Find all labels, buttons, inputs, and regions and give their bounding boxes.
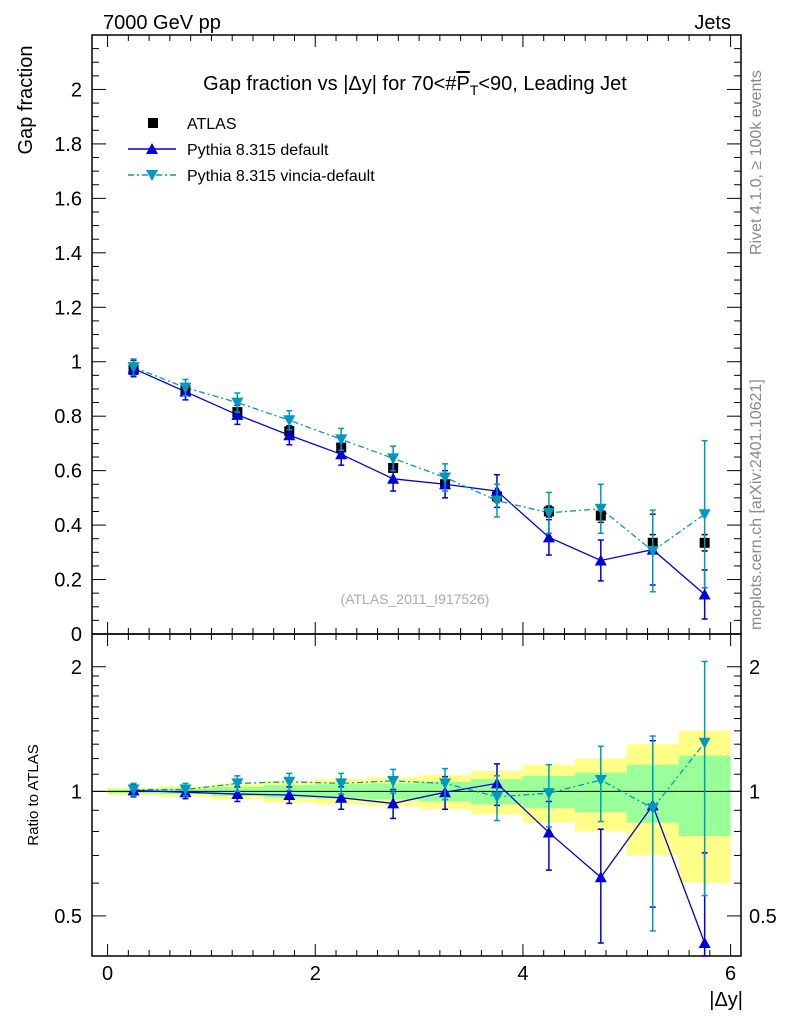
main-point-pythia-vincia [231,397,244,409]
ratio-point-pythia-default [335,791,348,803]
legend-entry-atlas: ATLAS [148,116,237,133]
main-point-pythia-vincia [594,503,607,515]
ratio-point-pythia-vincia [335,778,348,790]
ratio-point-pythia-default [542,826,555,838]
ratio-series [127,660,711,957]
ratio-point-pythia-vincia [231,778,244,790]
ratio-plot-panel: 0 2 4 6 0.5 0.5 1 1 2 2 Ratio to ATLAS |Δy| [25,633,777,1011]
ratio-y-axis-label: Ratio to ATLAS [25,744,42,845]
chart-title: Gap fraction vs |Δy| for 70<#PT<90, Lead… [203,73,627,98]
main-point-pythia-default [335,448,348,460]
chart-title-suffix: <90, Leading Jet [478,73,627,95]
main-y-tick-label: 0 [71,624,82,646]
legend: ATLAS Pythia 8.315 default Pythia 8.315 … [128,116,375,185]
main-point-pythia-default [698,588,711,600]
legend-marker-pythia-default [146,143,158,154]
legend-label-atlas: ATLAS [187,116,237,133]
ratio-point-pythia-vincia [387,775,400,787]
ratio-point-pythia-default [698,937,711,949]
ratio-y-tick-label-right: 0.5 [749,906,777,928]
chart-title-prefix: Gap fraction vs |Δy| for 70<# [203,73,457,95]
main-line-1 [133,367,706,596]
legend-marker-pythia-vincia [146,170,158,181]
ratio-point-pythia-vincia [646,803,659,815]
main-plot-panel: 0 0.2 0.4 0.6 0.8 1 1.2 1.4 1.6 1.8 2 Gap fraction… [15,34,742,646]
main-point-pythia-vincia [127,362,140,374]
main-point-pythia-default [231,408,244,420]
ratio-line-1 [133,742,706,810]
main-point-pythia-vincia [490,495,503,507]
x-axis-label: |Δy| [709,989,743,1011]
main-y-tick-label: 1.2 [54,297,82,319]
ratio-point-pythia-vincia [490,791,503,803]
main-point-pythia-vincia [179,382,192,394]
header-energy-label: 7000 GeV pp [103,12,221,34]
legend-label-pythia-default: Pythia 8.315 default [187,142,329,159]
main-y-tick-label: 1.8 [54,134,82,156]
main-y-axis-label: Gap fraction [15,46,37,155]
rivet-version-label: Rivet 4.1.0, ≥ 100k events [748,70,765,255]
ratio-line-0 [133,782,706,944]
legend-marker-atlas [148,118,158,128]
ratio-frame [91,633,742,957]
ratio-point-pythia-default [231,788,244,800]
legend-entry-pythia-default: Pythia 8.315 default [128,142,329,159]
ratio-point-pythia-vincia [594,775,607,787]
ratio-point-pythia-vincia [127,784,140,796]
ratio-point-pythia-vincia [542,788,555,800]
ratio-y-tick-label-right: 2 [749,657,760,679]
header-category-label: Jets [694,12,731,34]
x-tick-label: 6 [725,963,736,985]
ratio-y-tick-label-right: 1 [749,781,760,803]
ratio-point-pythia-vincia [439,778,452,790]
main-point-pythia-default [594,554,607,566]
main-point-pythia-vincia [387,453,400,465]
main-line-2 [133,366,706,552]
main-point-pythia-vincia [335,434,348,446]
main-y-tick-label: 0.6 [54,461,82,483]
main-y-tick-label: 0.2 [54,570,82,592]
main-y-tick-label: 2 [71,79,82,101]
main-point-pythia-vincia [439,472,452,484]
main-point-pythia-default [283,429,296,441]
ratio-point-pythia-default [594,871,607,883]
x-tick-label: 4 [517,963,528,985]
main-point-pythia-vincia [646,545,659,557]
ratio-y-tick-label-left: 1 [71,781,82,803]
legend-label-pythia-vincia: Pythia 8.315 vincia-default [187,168,375,185]
mcplots-reference-label: mcplots.cern.ch [arXiv:2401.10621] [748,379,765,630]
main-y-tick-label: 1 [71,352,82,374]
ratio-point-pythia-vincia [698,737,711,749]
main-point-pythia-default [542,531,555,543]
main-point-pythia-vincia [698,509,711,521]
main-point-pythia-vincia [542,507,555,519]
ratio-y-tick-label-left: 2 [71,657,82,679]
main-y-tick-label: 0.8 [54,406,82,428]
main-point-pythia-default [387,472,400,484]
chart-title-subscript: T [470,82,479,98]
ratio-point-pythia-vincia [283,776,296,788]
main-y-tick-label: 1.4 [54,243,82,265]
chart-title-p: P [456,73,469,95]
ratio-point-pythia-default [283,788,296,800]
ratio-y-tick-label-left: 0.5 [54,906,82,928]
legend-entry-pythia-vincia: Pythia 8.315 vincia-default [128,168,375,185]
x-tick-label: 2 [310,963,321,985]
main-point-pythia-vincia [283,415,296,427]
ratio-point-pythia-default [387,797,400,809]
ratio-uncertainty-bands [107,730,731,884]
x-tick-label: 0 [102,963,113,985]
main-y-tick-label: 1.6 [54,188,82,210]
main-y-tick-label: 0.4 [54,515,82,537]
analysis-id-label: (ATLAS_2011_I917526) [341,591,490,607]
ratio-axes: 0 2 4 6 0.5 0.5 1 1 2 2 [54,633,777,985]
ratio-point-pythia-vincia [179,784,192,796]
main-series [127,358,711,620]
